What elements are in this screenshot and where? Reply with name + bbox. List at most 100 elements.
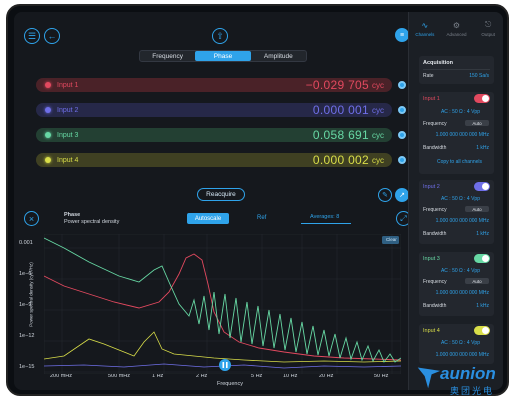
- menu-icon[interactable]: ☰: [24, 28, 40, 44]
- y-axis-label: Power spectral density (cyc²/Hz): [28, 262, 34, 327]
- clear-button[interactable]: Clear: [386, 237, 397, 242]
- trace-input-1: [44, 253, 401, 361]
- psd-header: × Phase Power spectral density Autoscale…: [14, 210, 411, 228]
- notes-icon[interactable]: ✎: [378, 188, 392, 202]
- freq-label: Frequency: [423, 207, 447, 213]
- coupling[interactable]: AC : 50 Ω : 4 Vpp: [440, 196, 480, 202]
- wave-icon: ∿: [421, 21, 429, 30]
- input-row-4[interactable]: Input 4 0.000 002 cyc: [36, 153, 406, 167]
- mode-button[interactable]: Auto: [465, 278, 489, 284]
- gear-icon: ⚙: [452, 21, 461, 30]
- freq-label: Frequency: [423, 121, 447, 127]
- mode-button[interactable]: Auto: [465, 120, 489, 126]
- cloud-upload-icon[interactable]: ⇧: [212, 28, 228, 44]
- input-value: −0.029 705: [305, 78, 369, 92]
- coupling[interactable]: AC : 50 Ω : 4 Vpp: [440, 109, 480, 115]
- acquisition-title: Acquisition: [423, 60, 453, 66]
- input-unit: cyc: [372, 105, 384, 115]
- rate-value[interactable]: 150 Sa/s: [469, 73, 489, 79]
- trace-input-4: [44, 331, 401, 363]
- coupling[interactable]: AC : 50 Ω : 4 Vpp: [440, 268, 480, 274]
- input-row-1[interactable]: Input 1 −0.029 705 cyc: [36, 78, 406, 92]
- freq-value[interactable]: 1.000 000 000 000 MHz: [435, 132, 489, 138]
- reacquire-button[interactable]: Reacquire: [197, 188, 245, 201]
- logo-text: aunion: [440, 364, 496, 383]
- measurement-tabs: Frequency Phase Amplitude: [139, 50, 307, 62]
- back-icon[interactable]: ←: [44, 28, 60, 44]
- ref-button[interactable]: Ref: [257, 215, 267, 221]
- status-dot: [45, 157, 51, 163]
- input-unit: cyc: [372, 130, 384, 140]
- averages-slider[interactable]: [301, 223, 351, 224]
- input-row-2[interactable]: Input 2 0.000 001 cyc: [36, 103, 406, 117]
- close-icon[interactable]: ×: [24, 211, 39, 226]
- bw-value[interactable]: 1 kHz: [476, 231, 489, 237]
- autoscale-button[interactable]: Autoscale: [187, 213, 229, 224]
- bw-value[interactable]: 1 kHz: [476, 145, 489, 151]
- bw-label: Bandwidth: [423, 303, 447, 309]
- psd-chart[interactable]: [44, 234, 401, 374]
- input-value: 0.000 002: [312, 153, 369, 167]
- settings-sliders-icon[interactable]: ≡: [395, 28, 409, 42]
- coupling[interactable]: AC : 50 Ω : 4 Vpp: [440, 340, 480, 346]
- status-dot: [45, 132, 51, 138]
- tab-frequency[interactable]: Frequency: [152, 52, 184, 60]
- input-value: 0.000 001: [312, 103, 369, 117]
- psd-title: Phase: [64, 212, 81, 218]
- freq-label: Frequency: [423, 279, 447, 285]
- y-tick-0: 0.001: [19, 240, 33, 246]
- y-tick-1: 1e−6: [19, 271, 32, 277]
- freq-value[interactable]: 1.000 000 000 000 MHz: [435, 352, 489, 358]
- mode-button[interactable]: Auto: [465, 206, 489, 212]
- channel-title: Input 4: [423, 328, 440, 334]
- x-tick-0: 200 mHz: [50, 373, 73, 379]
- sidebar: ∿ Channels ⚙ Advanced ⎋ Output Acquisition …: [408, 12, 503, 390]
- rate-label: Rate: [423, 73, 434, 79]
- channel-toggle[interactable]: [474, 326, 490, 335]
- channel-toggle[interactable]: [474, 182, 490, 191]
- channel-title: Input 3: [423, 256, 440, 262]
- app-screen: ☰ ← ⇧ ≡ Frequency Phase Amplitude Input …: [14, 12, 503, 390]
- channel-settings-icon[interactable]: [398, 156, 406, 164]
- tab-phase[interactable]: Phase: [195, 51, 251, 61]
- logo-icon: [417, 367, 441, 389]
- sidebar-tabs: ∿ Channels ⚙ Advanced ⎋ Output: [409, 12, 503, 40]
- input-name: Input 4: [57, 156, 79, 164]
- tab-label: Output: [481, 32, 495, 37]
- channel-settings-icon[interactable]: [398, 81, 406, 89]
- pause-icon[interactable]: [219, 359, 231, 371]
- trace-input-3: [44, 237, 401, 363]
- channel-settings-icon[interactable]: [398, 106, 406, 114]
- psd-subtitle: Power spectral density: [64, 219, 120, 225]
- tab-channels[interactable]: ∿ Channels: [409, 12, 441, 40]
- averages-label[interactable]: Averages: 8: [310, 214, 340, 220]
- x-tick-4: 5 Hz: [251, 373, 263, 379]
- channel-settings-icon[interactable]: [398, 131, 406, 139]
- freq-value[interactable]: 1.000 000 000 000 MHz: [435, 218, 489, 224]
- status-dot: [45, 82, 51, 88]
- input-unit: cyc: [372, 80, 384, 90]
- y-tick-4: 1e−15: [19, 364, 35, 370]
- channel-card-3: Input 3 AC : 50 Ω : 4 Vpp Frequency Auto…: [419, 252, 494, 316]
- channel-title: Input 1: [423, 96, 440, 102]
- tablet-frame: ☰ ← ⇧ ≡ Frequency Phase Amplitude Input …: [6, 4, 509, 396]
- output-icon: ⎋: [485, 20, 492, 29]
- copy-button[interactable]: Copy to all channels: [436, 159, 482, 165]
- x-tick-2: 1 Hz: [152, 373, 164, 379]
- acquisition-card: Acquisition Rate 150 Sa/s: [419, 56, 494, 84]
- x-axis-label: Frequency: [217, 381, 243, 387]
- chart-icon[interactable]: ↗: [395, 188, 409, 202]
- channel-toggle[interactable]: [474, 94, 490, 103]
- bw-label: Bandwidth: [423, 145, 447, 151]
- input-row-3[interactable]: Input 3 0.058 691 cyc: [36, 128, 406, 142]
- input-name: Input 2: [57, 106, 79, 114]
- channel-toggle[interactable]: [474, 254, 490, 263]
- tab-advanced[interactable]: ⚙ Advanced: [441, 12, 473, 40]
- input-name: Input 1: [57, 81, 79, 89]
- tab-output[interactable]: ⎋ Output: [472, 12, 503, 40]
- tab-label: Advanced: [446, 32, 467, 37]
- tab-amplitude[interactable]: Amplitude: [263, 52, 293, 60]
- freq-value[interactable]: 1.000 000 000 000 MHz: [435, 290, 489, 296]
- bw-value[interactable]: 1 kHz: [476, 303, 489, 309]
- status-dot: [45, 107, 51, 113]
